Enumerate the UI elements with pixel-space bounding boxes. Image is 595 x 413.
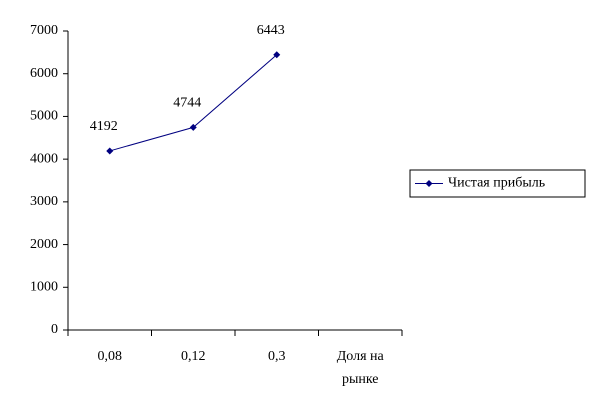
y-tick-label: 6000	[30, 66, 58, 81]
y-tick-label: 5000	[30, 109, 58, 124]
y-tick-label: 0	[51, 322, 58, 337]
legend-marker	[425, 180, 433, 187]
data-point	[189, 123, 197, 131]
y-tick-label: 4000	[30, 151, 58, 166]
x-tick-label: 0,08	[98, 349, 123, 364]
data-label: 4192	[90, 119, 118, 134]
x-tick-label: 0,3	[268, 349, 286, 364]
y-tick-label: 1000	[30, 280, 58, 295]
data-point	[106, 147, 114, 155]
data-point	[273, 51, 281, 59]
data-label: 6443	[257, 23, 285, 38]
y-tick-label: 3000	[30, 194, 58, 209]
x-tick-label: 0,12	[181, 349, 206, 364]
y-tick-label: 7000	[30, 23, 58, 38]
legend-box	[409, 169, 586, 198]
x-tick-label: Доля на рынке	[337, 349, 385, 387]
legend-label: Чистая прибыль	[448, 176, 545, 191]
y-tick-label: 2000	[30, 237, 58, 252]
data-label: 4744	[173, 96, 201, 111]
